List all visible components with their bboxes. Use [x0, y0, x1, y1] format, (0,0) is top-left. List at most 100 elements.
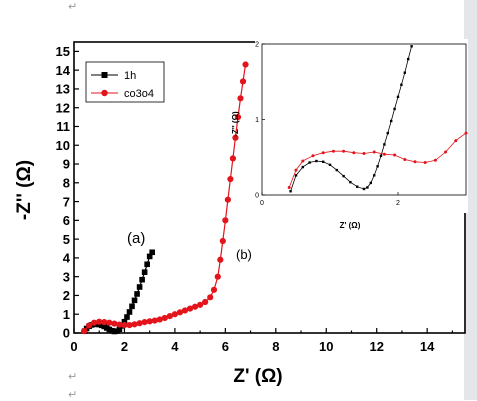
data-point-1h: [356, 185, 359, 188]
data-point-1h: [400, 83, 403, 86]
data-point-co3o4: [186, 305, 194, 312]
data-point-1h: [410, 45, 413, 48]
data-point-1h: [322, 160, 325, 163]
data-point-co3o4: [311, 154, 315, 158]
x-tick-label: 8: [272, 339, 279, 354]
data-point-co3o4: [234, 113, 242, 121]
data-point-co3o4: [80, 328, 88, 335]
data-point-co3o4: [239, 78, 247, 85]
main-x-axis-label: Z' (Ω): [233, 366, 282, 387]
series-line-co3o4: [83, 64, 247, 332]
x-tick-label: 6: [222, 339, 229, 354]
y-tick-label: 10: [56, 138, 70, 153]
data-point-co3o4: [116, 321, 123, 328]
data-point-1h: [390, 119, 393, 123]
y-tick-label: 8: [63, 175, 70, 190]
data-point-co3o4: [229, 155, 237, 162]
y-tick-label: 4: [63, 251, 71, 266]
data-point-co3o4: [413, 160, 417, 164]
data-point-1h: [308, 161, 311, 164]
y-tick-label: 5: [63, 232, 70, 247]
data-point-1h: [121, 318, 128, 325]
data-point-co3o4: [181, 307, 189, 314]
data-point-co3o4: [91, 319, 98, 326]
data-point-co3o4: [219, 237, 226, 245]
data-point-1h: [294, 174, 298, 177]
data-point-co3o4: [222, 217, 229, 224]
data-point-co3o4: [214, 273, 221, 280]
y-tick-label: 7: [63, 194, 70, 209]
inset-series-group: [287, 45, 468, 193]
data-point-co3o4: [207, 294, 214, 301]
data-point-co3o4: [191, 303, 199, 310]
data-point-co3o4: [146, 318, 153, 325]
legend-label-1h: 1h: [124, 70, 136, 82]
data-point-co3o4: [242, 61, 249, 68]
data-point-co3o4: [101, 319, 108, 326]
annotation-a: (a): [127, 230, 145, 247]
data-point-1h: [315, 159, 318, 163]
data-point-1h: [376, 165, 379, 168]
data-point-1h: [379, 154, 383, 157]
data-point-co3o4: [454, 139, 458, 143]
y-tick-label: 15: [56, 44, 70, 59]
main-series-group: [80, 61, 249, 335]
legend-label-co3o4: co3o4: [124, 88, 154, 100]
paragraph-mark: ↵: [68, 0, 78, 13]
data-point-co3o4: [106, 319, 113, 326]
data-point-co3o4: [433, 158, 437, 162]
data-point-1h: [126, 309, 133, 315]
data-point-co3o4: [111, 320, 118, 327]
x-tick-label: 2: [396, 200, 400, 207]
data-point-1h: [349, 180, 352, 184]
data-point-co3o4: [131, 321, 138, 328]
data-point-co3o4: [151, 317, 158, 324]
data-point-co3o4: [96, 318, 103, 325]
data-point-1h: [342, 174, 345, 178]
x-tick-label: 14: [420, 339, 435, 354]
y-tick-label: 3: [63, 269, 70, 284]
y-tick-label: 1: [63, 307, 70, 322]
data-point-co3o4: [210, 286, 218, 293]
data-point-1h: [335, 168, 338, 172]
data-point-1h: [134, 291, 140, 297]
x-tick-label: 12: [369, 339, 383, 354]
x-tick-label: 2: [121, 339, 128, 354]
main-x-ticks: 0 2 4 6 8 10 12 14: [70, 328, 453, 354]
data-point-co3o4: [224, 196, 231, 203]
data-point-1h: [403, 71, 406, 74]
inset-y-axis-label: -Z'' (Ω): [231, 111, 240, 137]
data-point-co3o4: [227, 175, 234, 183]
data-point-co3o4: [403, 158, 407, 162]
data-point-1h: [366, 186, 369, 189]
data-point-1h: [386, 131, 389, 135]
data-point-co3o4: [287, 185, 291, 189]
y-tick-label: 6: [63, 213, 70, 228]
data-point-co3o4: [166, 313, 173, 320]
data-point-co3o4: [331, 149, 335, 153]
data-point-1h: [301, 165, 304, 169]
x-tick-label: 0: [70, 339, 77, 354]
main-y-axis-label: -Z'' (Ω): [14, 160, 35, 220]
data-point-1h: [289, 190, 292, 193]
legend-marker-co3o4: [101, 89, 108, 97]
data-point-1h: [383, 143, 386, 146]
legend-marker-1h: [101, 72, 108, 78]
data-point-co3o4: [301, 159, 305, 163]
data-point-1h: [141, 269, 148, 275]
inset-y-ticks: 0 1 2: [255, 42, 265, 200]
data-point-co3o4: [294, 168, 298, 172]
y-tick-label: 12: [56, 100, 70, 115]
data-point-co3o4: [176, 309, 184, 316]
data-point-1h: [362, 187, 366, 191]
x-tick-label: 10: [319, 339, 333, 354]
data-point-1h: [373, 174, 376, 177]
data-point-co3o4: [197, 301, 204, 308]
data-point-co3o4: [136, 320, 143, 327]
data-point-co3o4: [464, 131, 468, 135]
data-point-co3o4: [232, 134, 239, 141]
data-point-co3o4: [86, 322, 93, 329]
